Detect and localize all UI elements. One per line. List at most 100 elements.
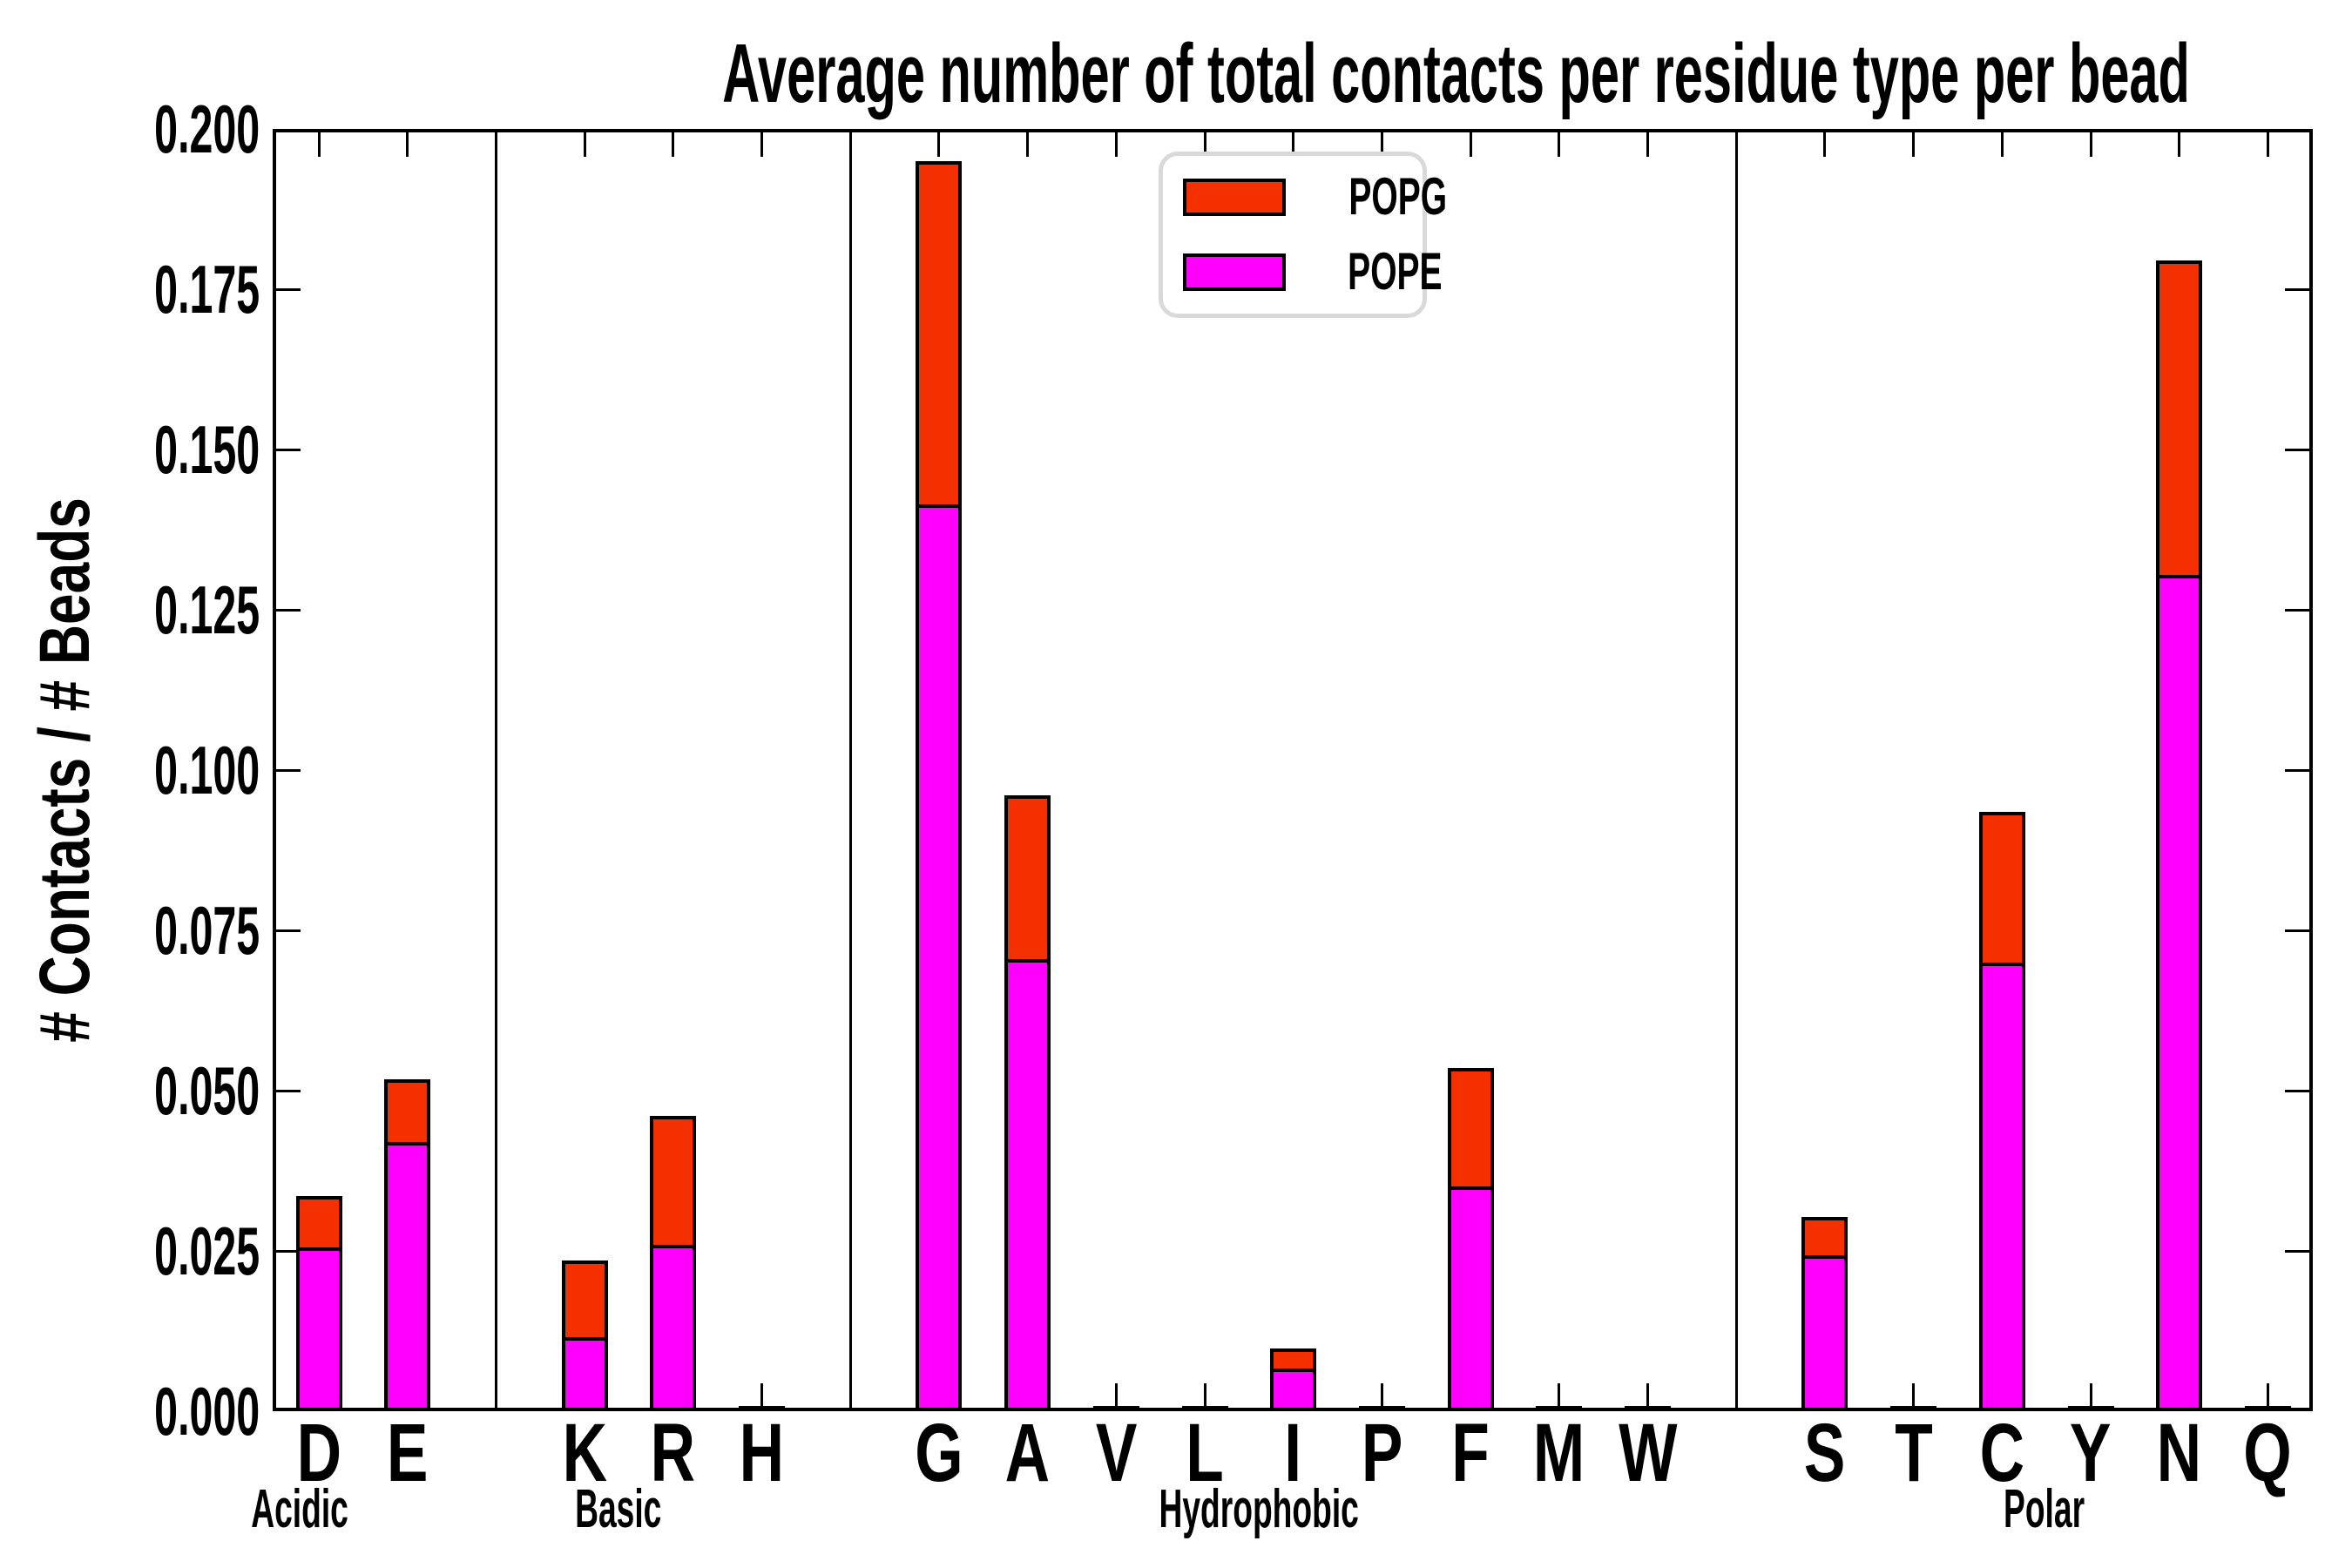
bar-R-pope: [650, 1244, 697, 1411]
x-tick-label-F: F: [1418, 1404, 1523, 1502]
x-tick-label-text: Q: [2243, 1407, 2293, 1499]
x-tick-label-N: N: [2127, 1404, 2232, 1502]
y-tick-right: [2285, 608, 2309, 612]
y-tick-label: 0.150: [51, 415, 260, 484]
y-tick-label-text: 0.175: [153, 251, 260, 328]
y-tick-left: [276, 1089, 301, 1092]
x-tick-bottom: [1646, 1383, 1649, 1408]
y-tick-label: 0.125: [51, 575, 260, 645]
y-tick-label: 0.200: [51, 94, 260, 164]
legend-label-pope-text: POPE: [1348, 242, 1443, 301]
bar-A-popg: [1004, 795, 1051, 963]
y-tick-label-text: 0.075: [153, 892, 260, 969]
bar-Y-zero: [2067, 1406, 2114, 1409]
bar-D-popg: [295, 1196, 342, 1252]
x-tick-label-E: E: [355, 1404, 460, 1502]
legend-label-popg-text: POPG: [1348, 167, 1448, 226]
x-tick-top: [760, 132, 763, 157]
bar-Q-zero: [2244, 1406, 2291, 1409]
bar-W-zero: [1625, 1406, 1671, 1409]
chart-title: Average number of total contacts per res…: [273, 26, 2313, 122]
bar-L-zero: [1181, 1406, 1228, 1409]
bar-G-pope: [916, 504, 963, 1411]
y-tick-label: 0.175: [51, 254, 260, 324]
x-tick-label-A: A: [976, 1404, 1080, 1502]
x-tick-top: [1469, 132, 1472, 157]
y-tick-left: [276, 1249, 301, 1253]
x-tick-label-text: P: [1361, 1407, 1403, 1499]
x-tick-label-I: I: [1241, 1404, 1346, 1502]
x-tick-label-text: A: [1004, 1407, 1051, 1499]
legend-swatch-popg: [1183, 179, 1286, 216]
x-tick-top: [937, 132, 941, 157]
x-tick-label-text: W: [1618, 1407, 1678, 1499]
bar-S-popg: [1801, 1216, 1848, 1260]
x-tick-top: [672, 132, 675, 157]
x-tick-label-text: V: [1095, 1407, 1138, 1499]
x-tick-label-V: V: [1064, 1404, 1168, 1502]
y-tick-right: [2285, 287, 2309, 291]
x-tick-label-text: K: [562, 1407, 607, 1499]
x-tick-bottom: [1558, 1383, 1561, 1408]
bar-N-pope: [2156, 574, 2203, 1411]
x-tick-label-text: M: [1533, 1407, 1585, 1499]
x-tick-label-text: T: [1894, 1407, 1933, 1499]
y-tick-left: [276, 287, 301, 291]
y-tick-left: [276, 768, 301, 772]
y-tick-label: 0.000: [51, 1376, 260, 1446]
x-tick-top: [1823, 132, 1827, 157]
group-label-hydrophobic: Hydrophobic: [1041, 1479, 1477, 1540]
group-label-basic: Basic: [401, 1479, 836, 1540]
x-tick-label-text: C: [1979, 1407, 2025, 1499]
bar-N-popg: [2156, 260, 2203, 578]
bar-V-zero: [1092, 1406, 1139, 1409]
x-tick-label-Q: Q: [2215, 1404, 2320, 1502]
x-tick-label-text: L: [1186, 1407, 1224, 1499]
x-tick-label-K: K: [532, 1404, 637, 1502]
x-tick-label-text: F: [1451, 1407, 1490, 1499]
x-tick-label-S: S: [1773, 1404, 1877, 1502]
group-label-text: Basic: [575, 1479, 662, 1539]
bar-R-popg: [650, 1116, 697, 1248]
x-tick-bottom: [1203, 1383, 1206, 1408]
group-label-text: Acidic: [251, 1479, 348, 1539]
bar-C-popg: [1978, 811, 2025, 966]
x-tick-label-text: H: [739, 1407, 785, 1499]
y-tick-left: [276, 929, 301, 932]
group-label-polar: Polar: [1827, 1479, 2262, 1540]
chart-title-text: Average number of total contacts per res…: [722, 27, 2190, 120]
y-tick-label: 0.050: [51, 1056, 260, 1125]
x-tick-top: [317, 132, 321, 157]
group-separator-line: [848, 129, 852, 1411]
bar-F-pope: [1447, 1186, 1494, 1411]
legend: POPG POPE: [1159, 152, 1447, 318]
x-tick-label-H: H: [710, 1404, 814, 1502]
y-tick-label-text: 0.025: [153, 1213, 260, 1289]
x-tick-top: [583, 132, 586, 157]
y-tick-label: 0.075: [51, 896, 260, 965]
y-tick-label-text: 0.100: [153, 732, 260, 808]
y-tick-label-text: 0.150: [153, 411, 260, 488]
y-tick-right: [2285, 1089, 2309, 1092]
x-tick-label-text: Y: [2070, 1407, 2112, 1499]
x-tick-bottom: [2266, 1383, 2269, 1408]
bar-S-pope: [1801, 1255, 1848, 1411]
x-tick-label-R: R: [621, 1404, 726, 1502]
x-tick-top: [1292, 132, 1295, 157]
x-tick-label-M: M: [1507, 1404, 1612, 1502]
x-tick-label-C: C: [1950, 1404, 2054, 1502]
bar-F-popg: [1447, 1068, 1494, 1191]
group-separator-line: [494, 129, 497, 1411]
x-tick-bottom: [1114, 1383, 1118, 1408]
bar-T-zero: [1890, 1406, 1937, 1409]
x-tick-label-text: S: [1804, 1407, 1846, 1499]
y-tick-label: 0.025: [51, 1216, 260, 1286]
x-tick-bottom: [1912, 1383, 1916, 1408]
group-separator-line: [1734, 129, 1738, 1411]
bar-G-popg: [916, 160, 963, 508]
group-label-acidic: Acidic: [82, 1479, 517, 1540]
y-tick-right: [2285, 768, 2309, 772]
y-tick-right: [2285, 929, 2309, 932]
y-tick-left: [276, 448, 301, 451]
